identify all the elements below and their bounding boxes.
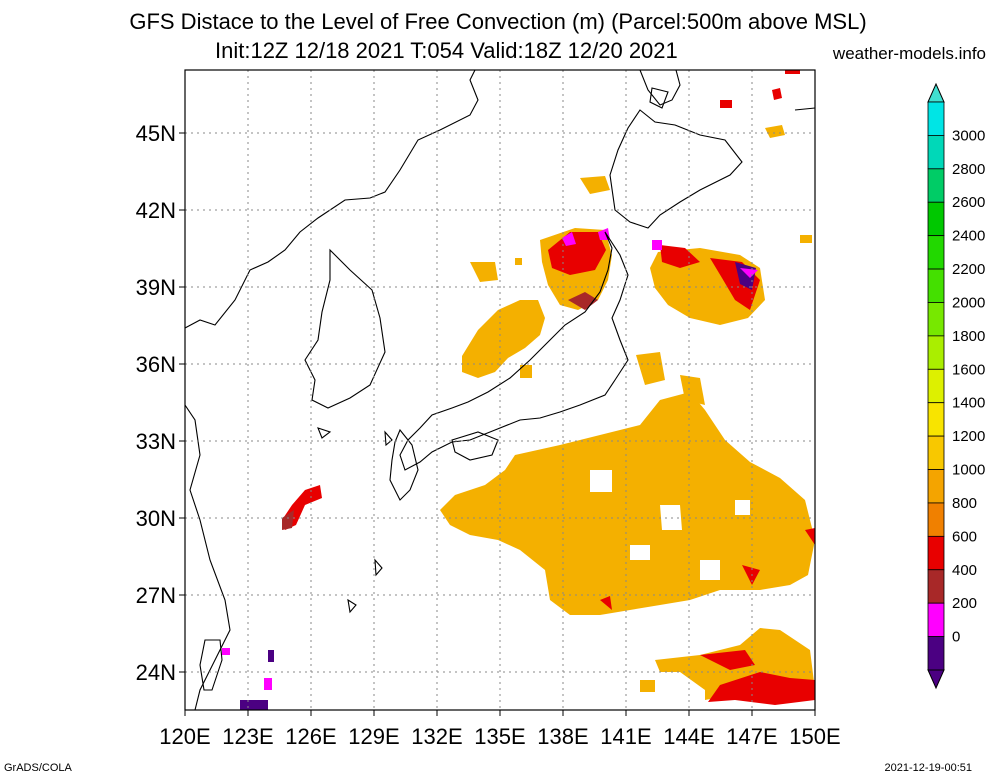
coastlines: [185, 70, 815, 710]
colorbar-label: 1200: [952, 428, 985, 445]
colorbar-arrow-bottom: [927, 669, 945, 690]
lat-label: 39N: [136, 275, 176, 300]
colorbar-arrow-top: [927, 82, 945, 103]
lat-label: 30N: [136, 506, 176, 531]
footer-right: 2021-12-19-00:51: [884, 762, 972, 774]
axis-ticks: [179, 132, 816, 716]
lon-label: 150E: [789, 724, 840, 749]
colorbar-swatch: [927, 368, 945, 404]
colorbar-label: 2400: [952, 228, 985, 245]
colorbar-swatch: [927, 268, 945, 303]
lon-label: 147E: [726, 724, 777, 749]
lon-label: 144E: [663, 724, 714, 749]
colorbar-label: 1800: [952, 328, 985, 345]
lat-label: 27N: [136, 583, 176, 608]
colorbar-label: 2000: [952, 294, 985, 311]
colorbar-swatch: [927, 569, 945, 604]
colorbar-swatch: [927, 435, 945, 470]
footer-left: GrADS/COLA: [4, 762, 72, 774]
map-title: GFS Distace to the Level of Free Convect…: [129, 9, 867, 34]
lat-labels: 45N 42N 39N 36N 33N 30N 27N 24N: [136, 121, 176, 685]
colorbar-swatch: [927, 469, 945, 504]
lat-label: 42N: [136, 198, 176, 223]
colorbar-swatch: [927, 101, 945, 136]
colorbar-swatch: [927, 201, 945, 237]
colorbar-swatch: [927, 602, 945, 637]
colorbar-swatch: [927, 535, 945, 571]
colorbar: 3000280026002400220020001800160014001200…: [927, 82, 985, 690]
lon-label: 138E: [537, 724, 588, 749]
lat-label: 36N: [136, 352, 176, 377]
colorbar-label: 1400: [952, 395, 985, 412]
colorbar-label: 600: [952, 528, 977, 545]
graticule: [185, 70, 815, 710]
lat-label: 45N: [136, 121, 176, 146]
lon-label: 126E: [285, 724, 336, 749]
colorbar-label: 800: [952, 495, 977, 512]
site-label: weather-models.info: [832, 44, 986, 63]
init-valid-text: Init:12Z 12/18 2021 T:054 Valid:18Z 12/2…: [215, 38, 678, 63]
colorbar-swatch: [927, 168, 945, 203]
colorbar-label: 1000: [952, 462, 985, 479]
colorbar-label: 200: [952, 595, 977, 612]
lon-label: 132E: [411, 724, 462, 749]
colorbar-label: 3000: [952, 127, 985, 144]
lon-label: 135E: [474, 724, 525, 749]
lon-label: 123E: [222, 724, 273, 749]
colorbar-label: 1600: [952, 361, 985, 378]
lon-label: 141E: [600, 724, 651, 749]
colorbar-swatch: [927, 402, 945, 437]
colorbar-swatch: [927, 302, 945, 337]
colorbar-label: 0: [952, 629, 960, 646]
lon-label: 129E: [348, 724, 399, 749]
colorbar-swatch: [927, 335, 945, 370]
colorbar-swatch: [927, 636, 945, 671]
lfc-field: [222, 70, 815, 710]
colorbar-swatch: [927, 235, 945, 270]
colorbar-label: 400: [952, 562, 977, 579]
lat-label: 24N: [136, 660, 176, 685]
lat-label: 33N: [136, 429, 176, 454]
lon-labels: 120E 123E 126E 129E 132E 135E 138E 141E …: [159, 724, 840, 749]
lon-label: 120E: [159, 724, 210, 749]
colorbar-swatch: [927, 502, 945, 537]
colorbar-label: 2600: [952, 194, 985, 211]
colorbar-label: 2200: [952, 261, 985, 278]
colorbar-label: 2800: [952, 161, 985, 178]
colorbar-swatch: [927, 135, 945, 170]
